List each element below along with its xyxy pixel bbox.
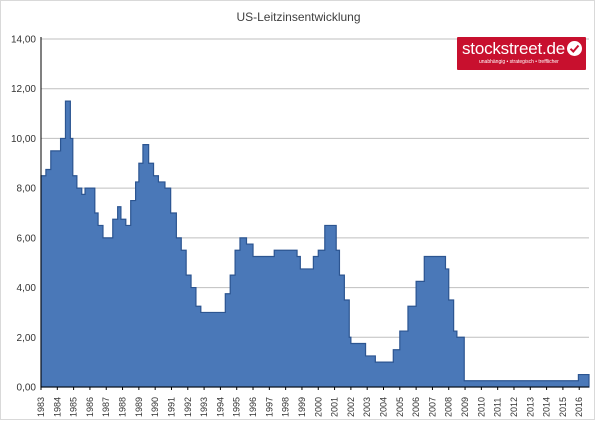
- x-tick-label: 2016: [574, 397, 584, 417]
- x-tick-label: 1984: [52, 397, 62, 417]
- x-tick-label: 1989: [134, 397, 144, 417]
- x-tick-label: 2014: [542, 397, 552, 417]
- x-tick-label: 2003: [362, 397, 372, 417]
- area-series: [40, 100, 590, 388]
- y-tick-label: 6,00: [17, 233, 37, 244]
- y-tick-label: 4,00: [17, 283, 37, 294]
- x-tick-label: 1987: [101, 397, 111, 417]
- x-tick-label: 2011: [493, 398, 503, 417]
- x-tick-label: 2000: [313, 397, 323, 417]
- y-tick-label: 8,00: [17, 184, 37, 195]
- x-tick-label: 2006: [411, 397, 421, 417]
- x-tick-label: 2002: [346, 397, 356, 417]
- area-series-fill: [40, 100, 590, 388]
- x-tick-label: 2013: [525, 397, 535, 417]
- x-tick-label: 1996: [248, 397, 258, 417]
- stockstreet-logo: stockstreet.de unabhängig • strategisch …: [457, 37, 586, 70]
- y-tick-labels: 0,00 2,00 4,00 6,00 8,00 10,00 12,00 14,00: [11, 35, 36, 394]
- y-tick-label: 12,00: [11, 84, 36, 95]
- x-tick-label: 1988: [118, 397, 128, 417]
- x-tick-label: 2010: [476, 397, 486, 417]
- x-tick-label: 1991: [166, 397, 176, 417]
- axes: [40, 37, 589, 390]
- x-tick-label: 2001: [330, 397, 340, 417]
- logo-name: stockstreet.de: [462, 39, 566, 58]
- x-tick-label: 1999: [297, 397, 307, 417]
- x-tick-label: 2015: [558, 397, 568, 417]
- x-tick-label: 2007: [427, 397, 437, 417]
- x-tick-label: 1992: [183, 397, 193, 417]
- x-tick-label: 1985: [69, 397, 79, 417]
- x-tick-label: 2009: [460, 397, 470, 417]
- check-badge-icon: [567, 41, 582, 56]
- x-tick-label: 2012: [509, 397, 519, 417]
- x-tick-label: 1990: [150, 397, 160, 417]
- y-tick-label: 14,00: [11, 35, 36, 46]
- x-tick-label: 2004: [379, 397, 389, 417]
- x-tick-label: 1993: [199, 397, 209, 417]
- x-tick-label: 1997: [264, 397, 274, 417]
- chart-title: US-Leitzinsentwicklung: [236, 10, 361, 24]
- y-tick-label: 2,00: [17, 333, 37, 344]
- x-tick-label: 1986: [85, 397, 95, 417]
- x-tick-label: 2005: [395, 397, 405, 417]
- x-tick-label: 1994: [215, 397, 225, 417]
- x-tick-labels: 1983 1984 1985 1986 1987 1988 1989 1990 1991 1992…: [36, 397, 584, 417]
- y-tick-label: 0,00: [17, 383, 37, 394]
- y-tick-label: 10,00: [11, 134, 36, 145]
- x-tick-label: 1983: [36, 397, 46, 417]
- x-tick-label: 1998: [281, 397, 291, 417]
- x-tick-label: 1995: [232, 397, 242, 417]
- x-tick-label: 2008: [444, 397, 454, 417]
- logo-tagline: unabhängig • strategisch • trefflicher: [479, 59, 559, 65]
